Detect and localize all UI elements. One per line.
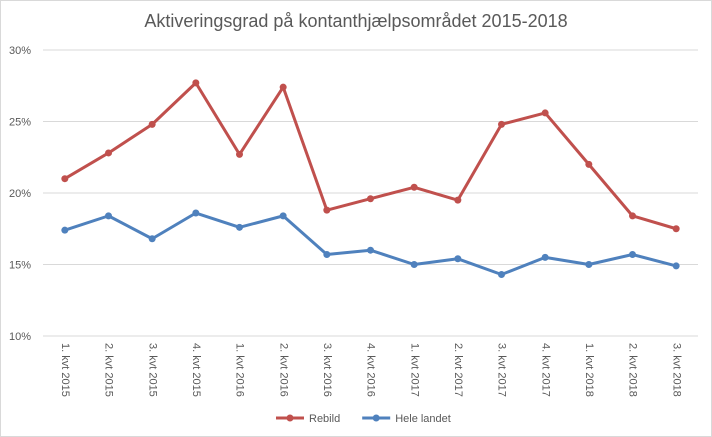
data-point: [323, 206, 331, 214]
x-tick-label: 1. kvt 2015: [59, 343, 71, 397]
data-point: [236, 223, 243, 231]
data-point: [148, 235, 156, 243]
x-tick-label: 1. kvt 2017: [408, 343, 420, 397]
y-tick-label: 20%: [9, 188, 31, 200]
data-point: [454, 255, 462, 263]
y-tick-label: 15%: [9, 260, 31, 272]
data-point: [192, 79, 200, 87]
data-point: [410, 261, 418, 268]
data-point: [672, 262, 680, 270]
data-point: [192, 209, 200, 217]
data-point: [61, 175, 69, 183]
data-point: [672, 225, 680, 233]
x-tick-label: 3. kvt 2016: [321, 343, 333, 397]
x-tick-label: 4. kvt 2016: [365, 343, 377, 397]
data-point: [279, 212, 287, 220]
data-point: [585, 261, 593, 268]
chart-title: Aktiveringsgrad på kontanthjælpsområdet …: [144, 11, 568, 31]
x-tick-label: 2. kvt 2016: [277, 343, 289, 397]
legend-label: Hele landet: [395, 413, 451, 425]
y-tick-label: 25%: [9, 117, 31, 129]
legend-marker: [372, 414, 380, 422]
x-tick-label: 4. kvt 2015: [190, 343, 202, 397]
data-point: [61, 226, 69, 234]
data-point: [279, 83, 287, 91]
data-point: [105, 149, 112, 157]
x-tick-label: 3. kvt 2015: [146, 343, 158, 397]
data-point: [541, 253, 549, 261]
y-tick-label: 10%: [9, 331, 31, 343]
x-tick-label: 1. kvt 2016: [234, 343, 246, 397]
y-tick-label: 30%: [9, 45, 31, 57]
x-tick-label: 2. kvt 2018: [627, 343, 639, 397]
data-point: [367, 246, 374, 254]
data-point: [629, 250, 636, 258]
x-tick-label: 2. kvt 2017: [452, 343, 464, 397]
data-point: [454, 196, 462, 204]
data-point: [323, 250, 331, 258]
x-tick-label: 3. kvt 2018: [670, 343, 682, 397]
x-tick-label: 3. kvt 2017: [496, 343, 508, 397]
data-point: [629, 212, 636, 220]
data-point: [498, 120, 505, 128]
data-point: [585, 160, 593, 168]
data-point: [498, 271, 505, 279]
series-line: [64, 81, 677, 231]
x-tick-label: 2. kvt 2015: [103, 343, 115, 397]
data-point: [367, 195, 374, 203]
x-tick-label: 1. kvt 2018: [583, 343, 595, 397]
x-tick-label: 4. kvt 2017: [539, 343, 551, 397]
data-point: [148, 120, 156, 128]
series-line: [64, 211, 677, 277]
data-point: [410, 183, 418, 191]
legend-label: Rebild: [309, 413, 340, 425]
data-point: [236, 150, 243, 158]
data-point: [541, 109, 549, 117]
data-point: [105, 212, 112, 220]
legend-marker: [286, 414, 294, 422]
